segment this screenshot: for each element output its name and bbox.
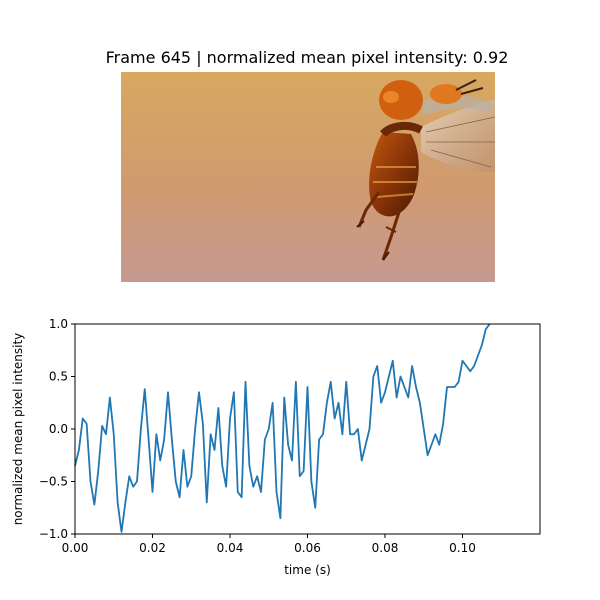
plot-area-frame (74, 323, 541, 535)
series-line (74, 323, 491, 533)
x-tick-label: 0.10 (449, 541, 476, 555)
frame-title: Frame 645 | normalized mean pixel intens… (105, 48, 509, 67)
y-tick-label: −0.5 (39, 475, 68, 489)
y-axis: −1.0 −0.5 0.0 0.5 1.0 (39, 317, 75, 541)
x-axis: 0.00 0.02 0.04 0.06 0.08 0.10 (62, 534, 476, 555)
x-tick-label: 0.02 (139, 541, 166, 555)
x-tick-label: 0.06 (294, 541, 321, 555)
x-tick-label: 0.08 (372, 541, 399, 555)
y-tick-label: 0.0 (49, 422, 68, 436)
y-tick-label: 0.5 (49, 370, 68, 384)
chart-marks (74, 323, 491, 533)
y-tick-label: −1.0 (39, 527, 68, 541)
x-axis-label: time (s) (284, 563, 331, 577)
y-tick-label: 1.0 (49, 317, 68, 331)
x-tick-label: 0.04 (217, 541, 244, 555)
y-axis-label: normalized mean pixel intensity (11, 333, 25, 526)
x-tick-label: 0.00 (62, 541, 89, 555)
beetle-icon (356, 79, 495, 261)
beetle-photo (121, 72, 495, 282)
